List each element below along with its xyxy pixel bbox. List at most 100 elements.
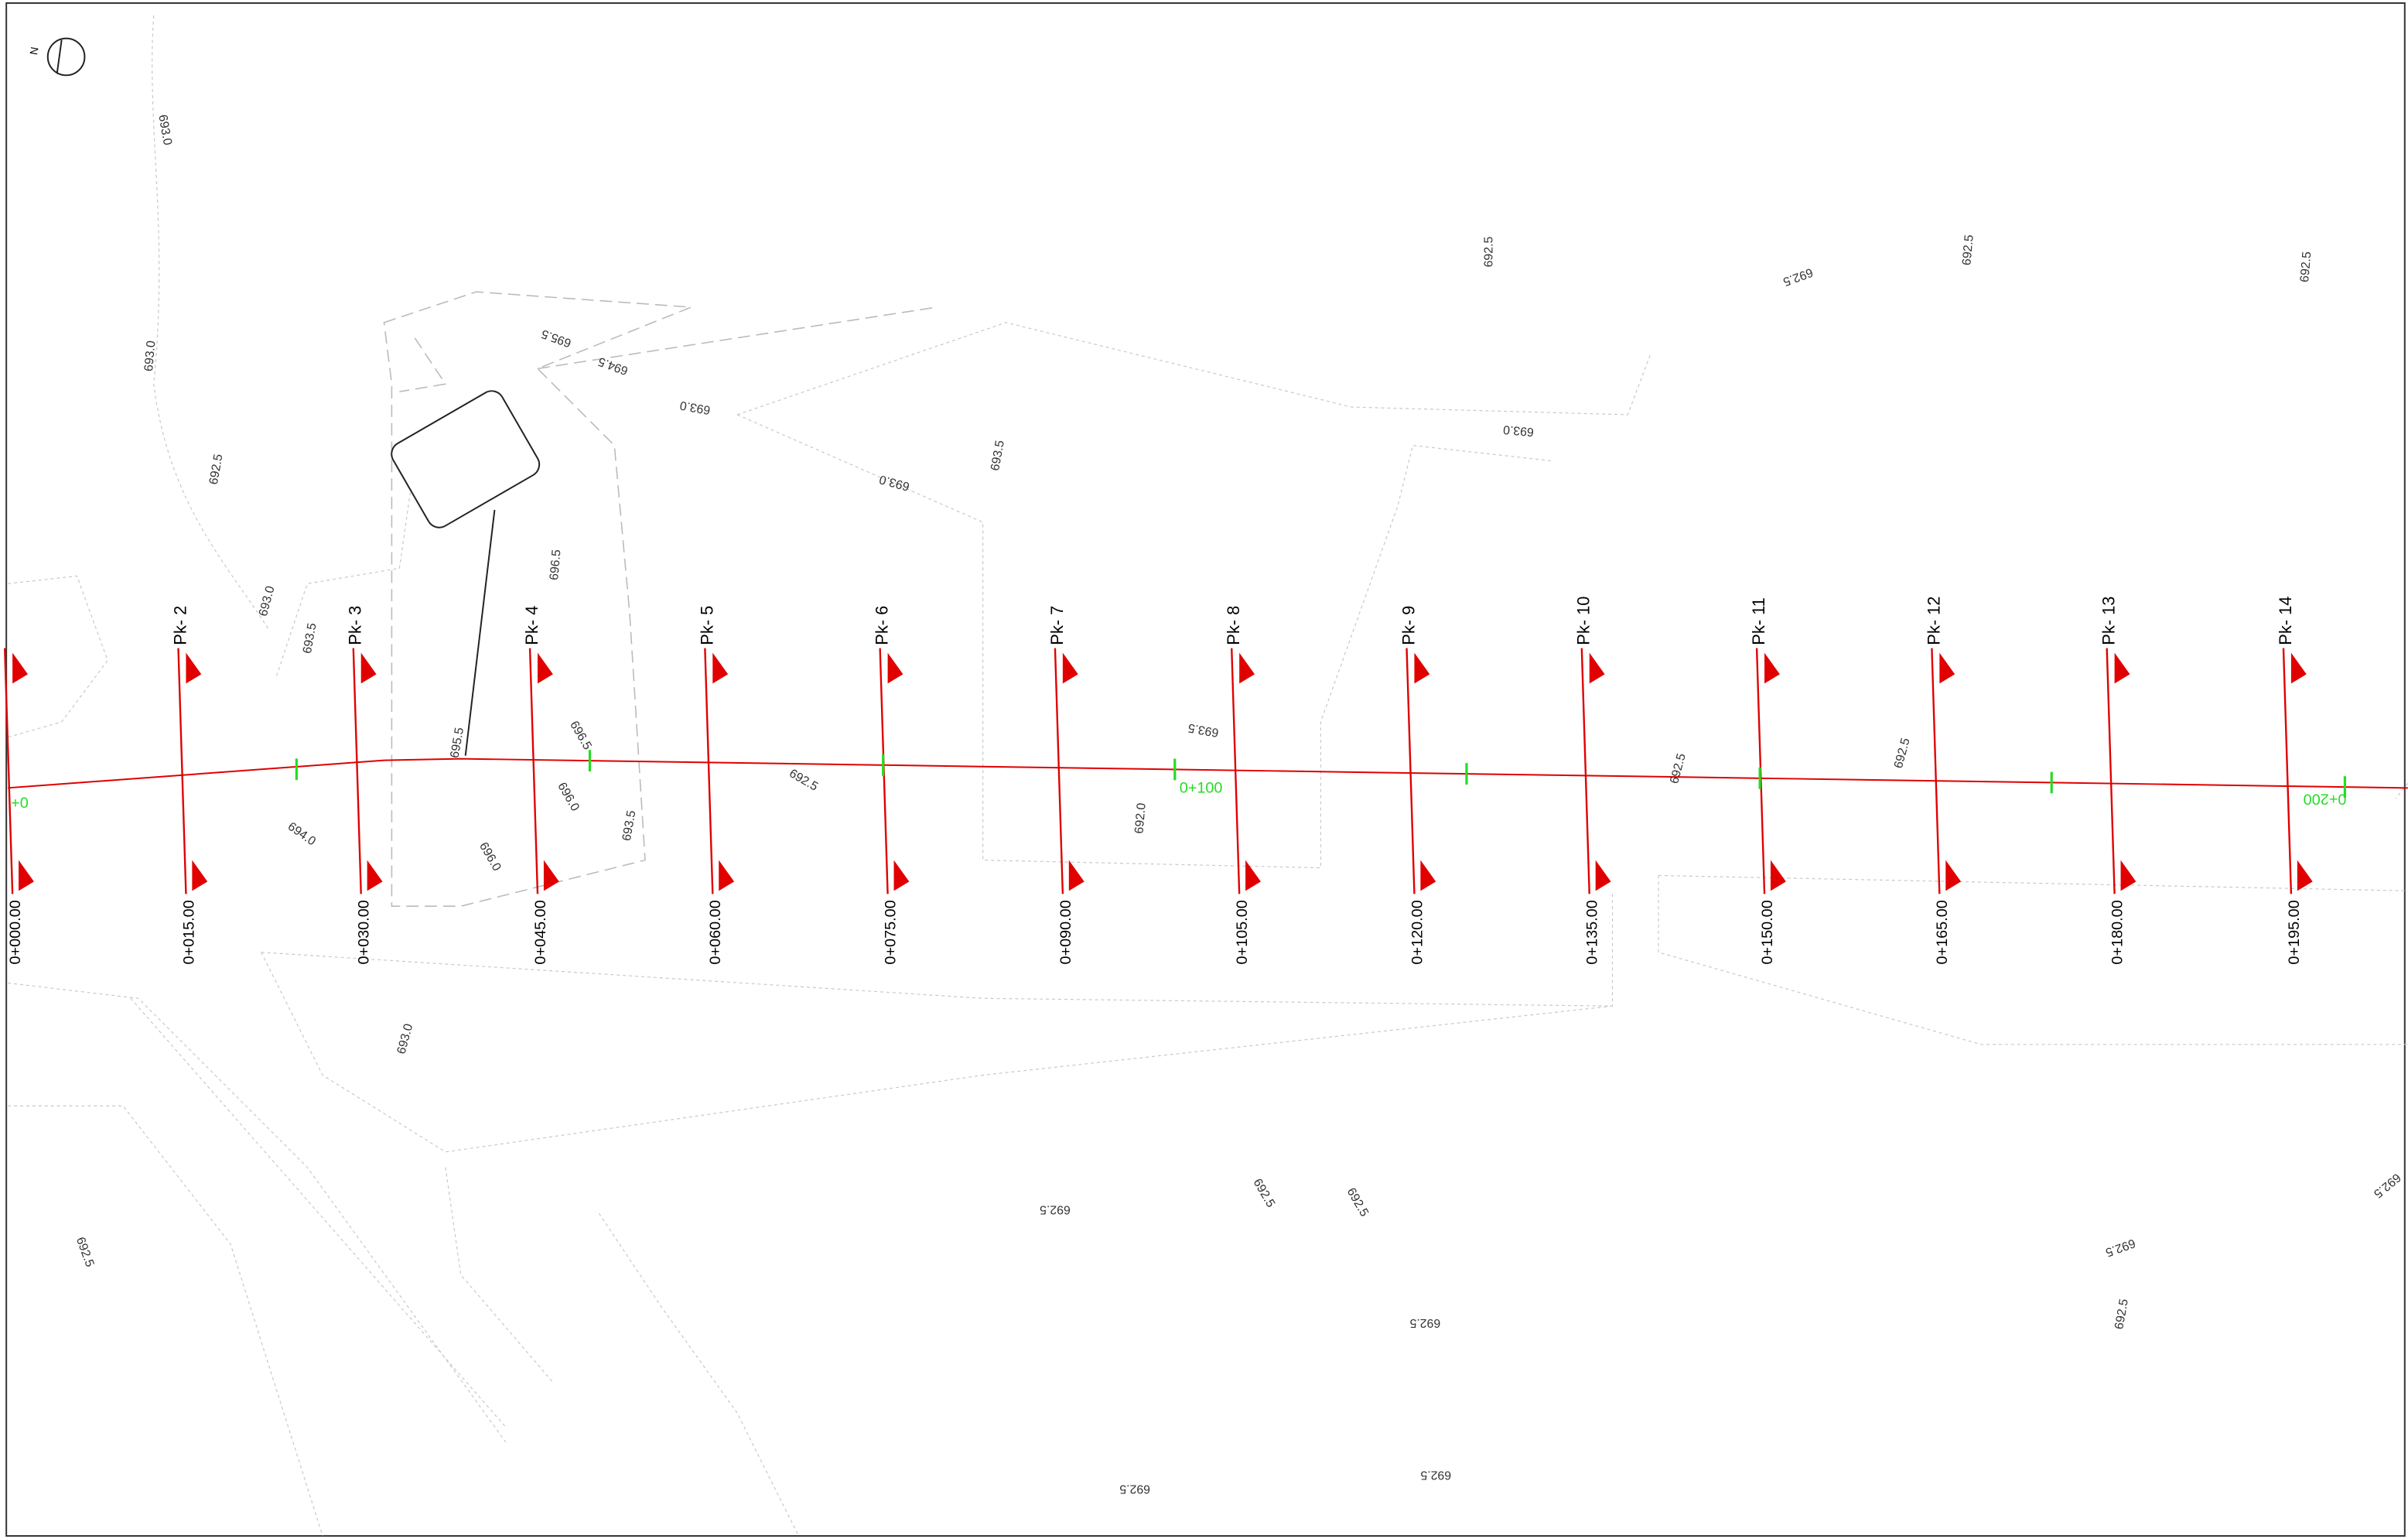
section-flag xyxy=(719,860,735,891)
station-label: 0+105.00 xyxy=(1234,900,1251,964)
section-flag xyxy=(893,860,910,891)
section-flag xyxy=(367,860,383,891)
station-label: 0+195.00 xyxy=(2286,900,2303,964)
station-label: 0+150.00 xyxy=(1759,900,1776,964)
section-flag xyxy=(192,860,208,891)
elevation-label: 692.5 xyxy=(2371,1171,2403,1201)
elevation-label: 692.0 xyxy=(1132,802,1148,834)
elevation-label: 692.5 xyxy=(1119,1483,1150,1496)
section-flag xyxy=(186,652,202,684)
elevation-label: 696.0 xyxy=(476,840,504,874)
annotation-box xyxy=(391,390,541,756)
elevation-label: 696.0 xyxy=(555,781,582,814)
pk-label: Pk- 2 xyxy=(170,606,190,645)
pk-label: Pk- 11 xyxy=(1749,597,1768,645)
elevation-label: 696.5 xyxy=(567,719,594,752)
elevation-label: 694.0 xyxy=(285,820,318,849)
section-flag xyxy=(19,860,34,891)
section-flag xyxy=(2290,652,2307,684)
elevation-label: 692.5 xyxy=(787,767,820,794)
station-label: 0+015.00 xyxy=(180,900,197,964)
section-flag xyxy=(1589,652,1605,684)
pk-label: Pk- 3 xyxy=(346,606,365,645)
elevation-label: 692.5 xyxy=(1781,265,1815,289)
elevation-label: 693.0 xyxy=(257,584,278,617)
elevation-label: 695.5 xyxy=(540,327,573,350)
elevation-label: 692.5 xyxy=(1483,237,1496,268)
section-flag xyxy=(1062,652,1078,684)
section-line xyxy=(2106,648,2116,894)
elevation-label: 693.5 xyxy=(620,809,639,842)
pk-label: Pk- 9 xyxy=(1399,606,1418,645)
elevation-label: 693.0 xyxy=(395,1022,416,1055)
north-arrow: N xyxy=(27,37,86,77)
elevation-label: 692.5 xyxy=(1251,1177,1278,1210)
pk-label: Pk- 5 xyxy=(697,606,716,645)
pk-label: Pk- 12 xyxy=(1924,597,1943,645)
elevation-label: 692.5 xyxy=(2103,1236,2136,1259)
elevation-label: 692.5 xyxy=(2298,251,2314,282)
section-flag xyxy=(2114,652,2130,684)
section-line xyxy=(177,648,187,894)
chainage-label: 0+200 xyxy=(2304,790,2347,807)
section-flag xyxy=(1939,652,1955,684)
section-line xyxy=(704,648,714,894)
chainage-label: +0 xyxy=(11,795,29,812)
elevation-label: 693.0 xyxy=(155,114,174,146)
section-flag xyxy=(1239,652,1255,684)
section-line xyxy=(1054,648,1064,894)
section-flag xyxy=(712,652,729,684)
elevation-label: 692.5 xyxy=(1420,1469,1451,1482)
elevation-label: 693.5 xyxy=(989,439,1007,472)
section-line xyxy=(4,648,14,894)
elevation-label: 692.5 xyxy=(1040,1202,1071,1216)
elevation-label: 693.5 xyxy=(301,622,319,655)
section-line xyxy=(1406,648,1416,894)
section-line xyxy=(1231,648,1241,894)
pk-label: Pk- 14 xyxy=(2276,597,2295,645)
section-line xyxy=(1931,648,1941,894)
section-flag xyxy=(887,652,903,684)
section-flag xyxy=(1595,860,1611,891)
section-flag xyxy=(2120,860,2136,891)
elevation-label: 696.5 xyxy=(548,549,563,580)
station-label: 0+030.00 xyxy=(356,900,373,964)
elevation-label: 693.5 xyxy=(1187,721,1220,740)
station-label: 0+075.00 xyxy=(883,900,900,964)
elevation-label: 694.5 xyxy=(596,354,630,378)
pk-label: Pk- 13 xyxy=(2099,597,2119,645)
elevation-label: 692.5 xyxy=(1409,1316,1440,1329)
section-line xyxy=(352,648,362,894)
terrain-lines xyxy=(7,15,2408,1537)
svg-text:N: N xyxy=(27,46,40,56)
section-line xyxy=(2282,648,2293,894)
section-flag xyxy=(1764,652,1780,684)
elevation-label: 692.5 xyxy=(73,1236,97,1269)
section-line xyxy=(528,648,539,894)
section-flag xyxy=(1420,860,1436,891)
pk-label: Pk- 10 xyxy=(1574,597,1593,645)
station-label: 0+135.00 xyxy=(1584,900,1601,964)
elevation-label: 695.5 xyxy=(448,727,466,759)
section-flag xyxy=(1770,860,1786,891)
station-label: 0+045.00 xyxy=(532,900,549,964)
elevation-label: 692.5 xyxy=(1344,1186,1371,1219)
section-flag xyxy=(537,652,553,684)
elevation-label: 693.0 xyxy=(1502,422,1534,438)
elevation-label: 692.5 xyxy=(2113,1298,2131,1330)
section-flag xyxy=(1945,860,1962,891)
section-line xyxy=(1580,648,1590,894)
elevation-label: 692.5 xyxy=(1892,737,1913,770)
section-flag xyxy=(1245,860,1261,891)
elevation-label: 692.5 xyxy=(1960,234,1976,265)
station-label: 0+060.00 xyxy=(707,900,724,964)
pk-label: Pk- 8 xyxy=(1224,606,1243,645)
station-label: 0+180.00 xyxy=(2109,900,2126,964)
elevation-label: 693.0 xyxy=(678,398,711,417)
pk-label: Pk- 7 xyxy=(1047,606,1067,645)
frame xyxy=(5,2,2406,1537)
pk-label: Pk- 4 xyxy=(522,606,541,645)
centerline xyxy=(8,758,2408,789)
section-flag xyxy=(12,652,28,684)
section-flag xyxy=(360,652,377,684)
